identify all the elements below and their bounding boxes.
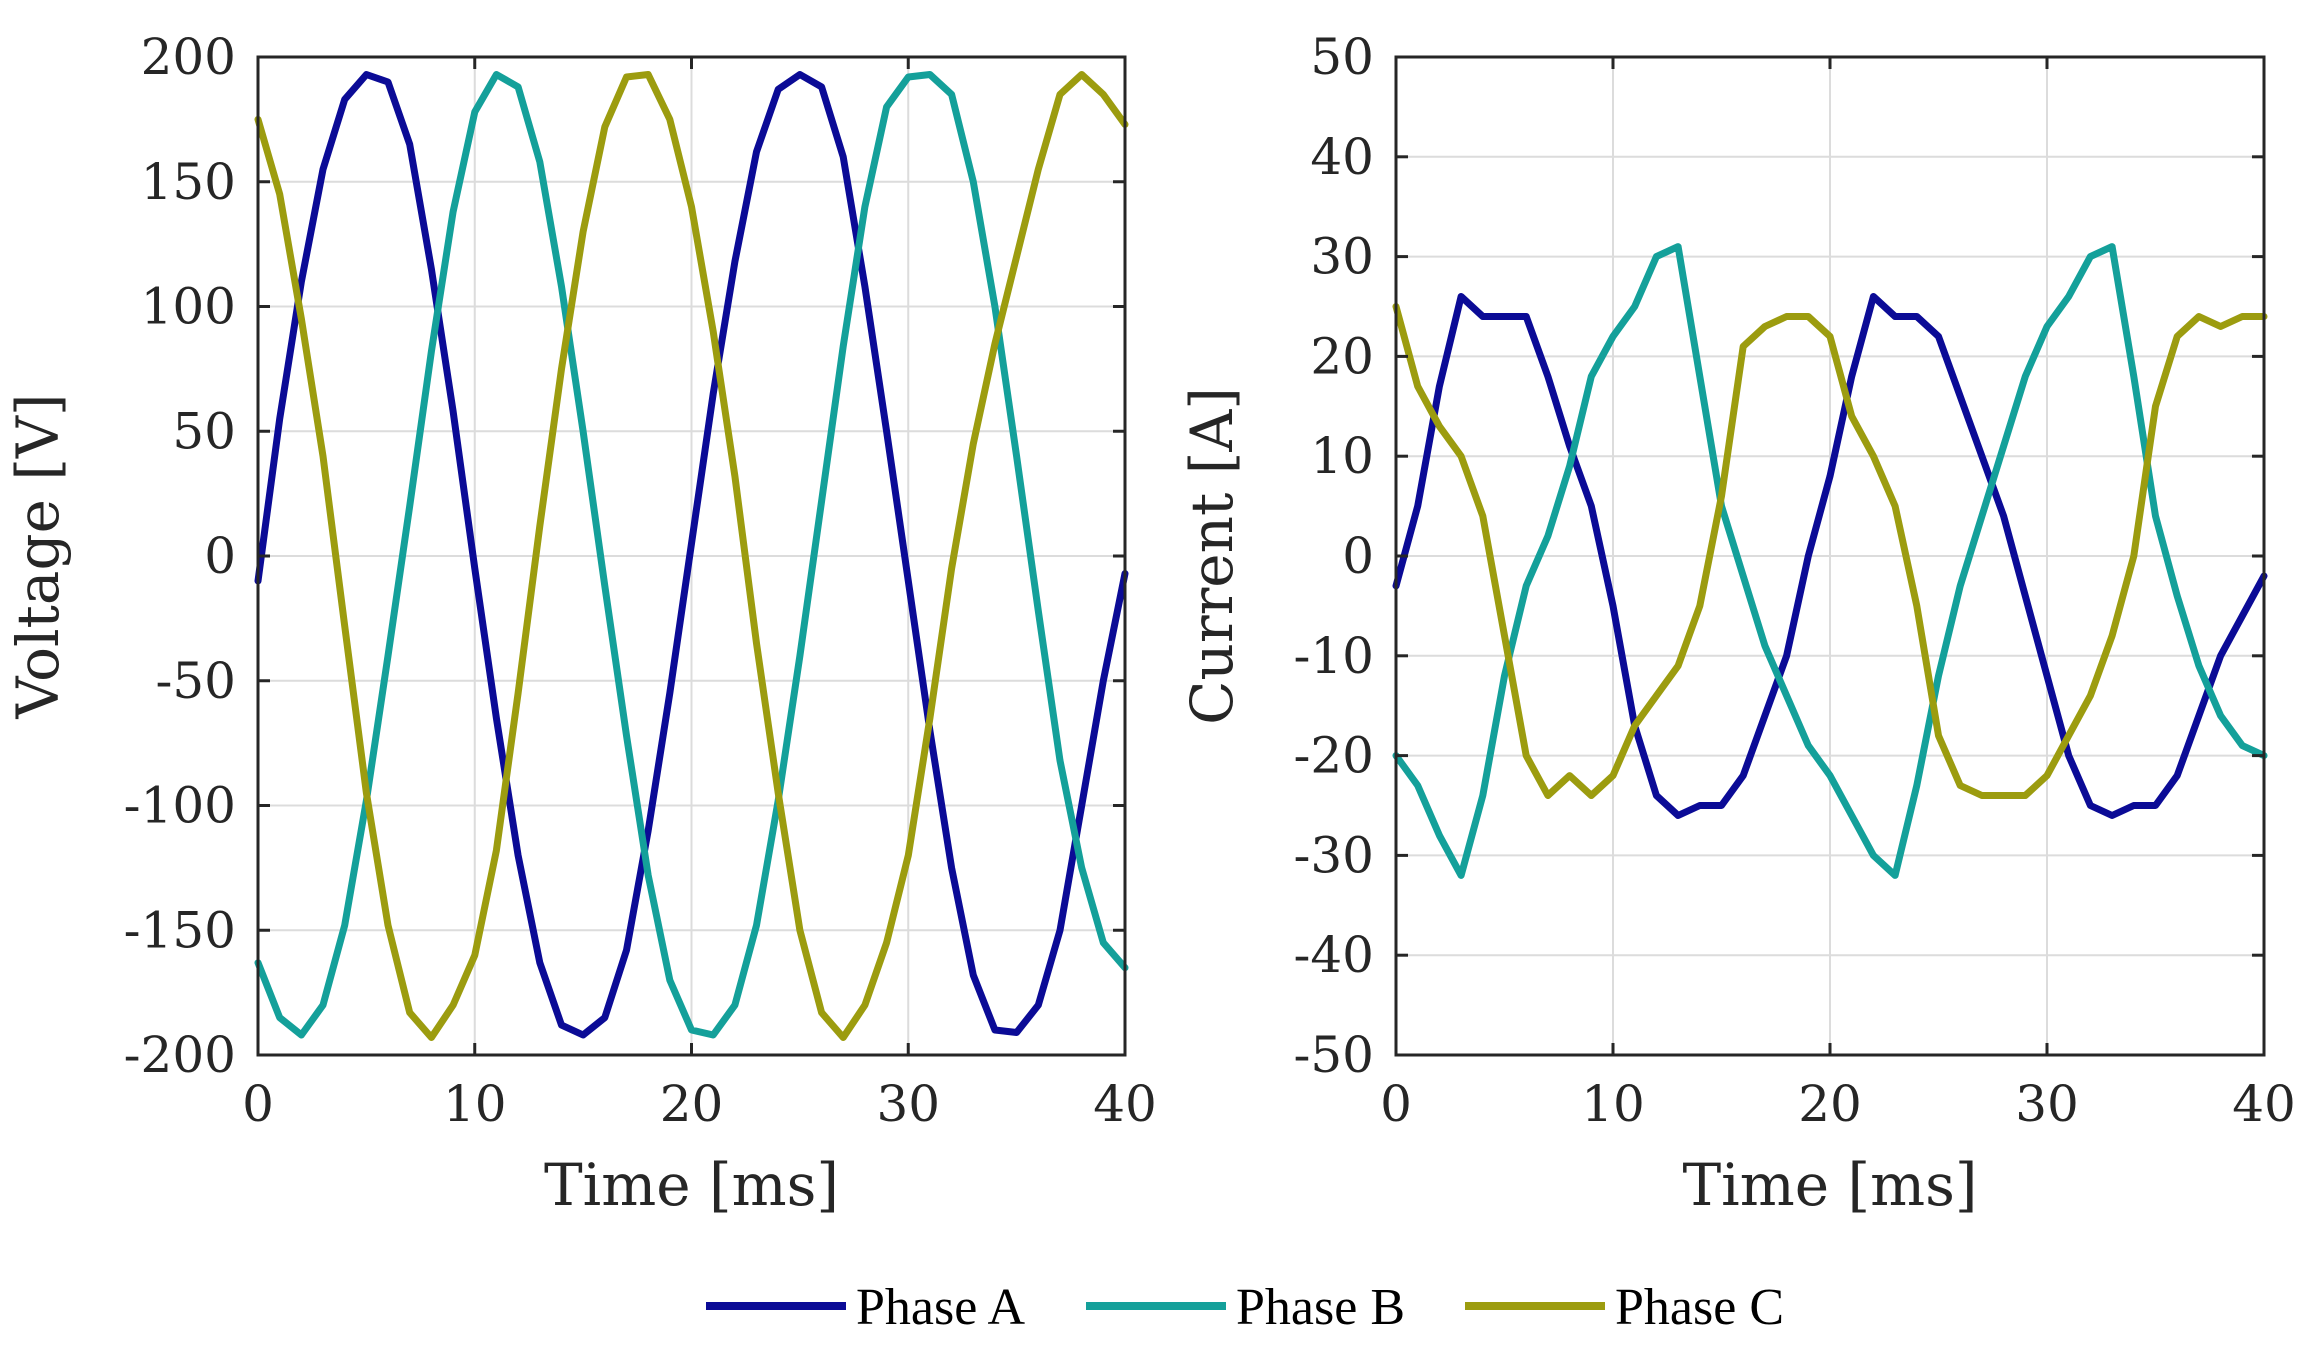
x-tick-label: 40 <box>2232 1075 2296 1133</box>
series-line-phase-a <box>1392 293 2268 819</box>
series-line-phase-b <box>254 71 1129 1039</box>
series-line-phase-c <box>1392 303 2268 799</box>
x-tick-label: 10 <box>1581 1075 1645 1133</box>
voltage-chart: 0 10 20 30 40 -200 -150 -100 -50 0 50 100 150 200 Time… <box>4 28 1157 1219</box>
y-tick-label: 100 <box>141 278 236 336</box>
x-tick-label: 0 <box>242 1075 274 1133</box>
y-tick-label: -100 <box>124 777 236 835</box>
y-axis-label: Current [A] <box>1178 387 1246 725</box>
y-tick-label: -20 <box>1293 727 1374 785</box>
series-line-phase-c <box>254 71 1129 1041</box>
legend-label-phase-a: Phase A <box>856 1279 1025 1336</box>
y-tick-label: 200 <box>141 28 236 86</box>
legend: Phase A Phase B Phase C <box>706 1279 1784 1336</box>
y-tick-label: 50 <box>172 402 236 460</box>
legend-label-phase-b: Phase B <box>1236 1279 1405 1336</box>
y-tick-label: 0 <box>204 527 236 585</box>
y-tick-label: 40 <box>1310 128 1374 186</box>
y-tick-label: -50 <box>155 652 236 710</box>
y-tick-label: -30 <box>1293 826 1374 884</box>
x-axis-label: Time [ms] <box>1682 1151 1977 1219</box>
y-tick-label: 20 <box>1310 327 1374 385</box>
current-chart: 0 10 20 30 40 -50 -40 -30 -20 -10 0 10 20 30 40 50 Time … <box>1178 28 2296 1219</box>
y-tick-label: -10 <box>1293 627 1374 685</box>
y-tick-label: -40 <box>1293 926 1374 984</box>
y-axis-label: Voltage [V] <box>4 394 72 720</box>
x-tick-label: 40 <box>1093 1075 1157 1133</box>
series-line-phase-a <box>254 71 1129 1039</box>
y-tick-label: 50 <box>1310 28 1374 86</box>
x-tick-label: 0 <box>1380 1075 1412 1133</box>
y-tick-label: -200 <box>124 1026 236 1084</box>
x-tick-label: 10 <box>443 1075 507 1133</box>
x-tick-label: 30 <box>2015 1075 2079 1133</box>
x-tick-label: 30 <box>876 1075 940 1133</box>
y-tick-label: 30 <box>1310 228 1374 286</box>
y-tick-label: 150 <box>141 153 236 211</box>
legend-label-phase-c: Phase C <box>1615 1279 1784 1336</box>
y-tick-label: 0 <box>1342 527 1374 585</box>
y-tick-label: -50 <box>1293 1026 1374 1084</box>
x-tick-label: 20 <box>660 1075 724 1133</box>
y-tick-label: -150 <box>124 901 236 959</box>
series-line-phase-b <box>1392 243 2268 879</box>
x-axis-label: Time [ms] <box>544 1151 839 1219</box>
x-tick-label: 20 <box>1798 1075 1862 1133</box>
y-tick-label: 10 <box>1310 427 1374 485</box>
